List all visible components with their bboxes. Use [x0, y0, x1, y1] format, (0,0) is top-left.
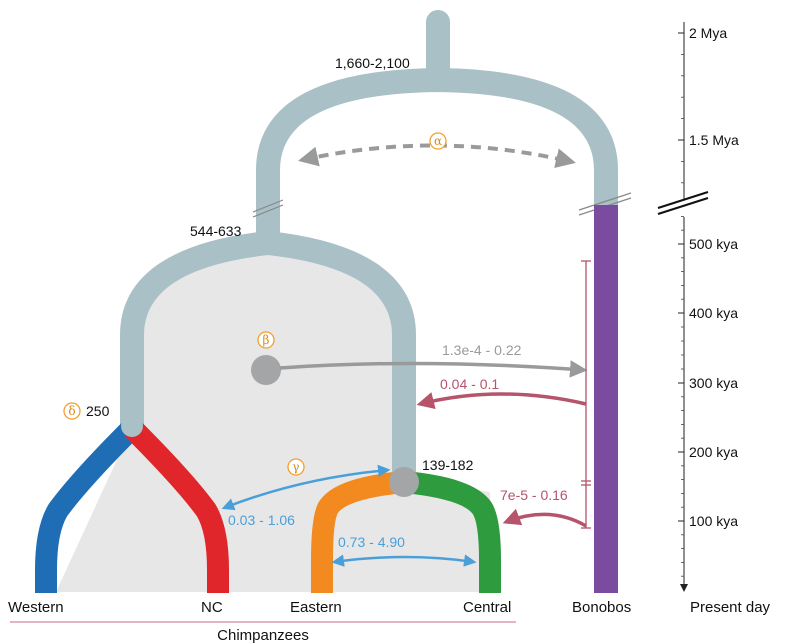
delta-label: δ	[68, 404, 75, 418]
western-branch	[35, 420, 140, 593]
beta-label: β	[263, 333, 270, 347]
beta-rate-label: 1.3e-4 - 0.22	[442, 342, 522, 358]
eastern-split-node	[389, 467, 419, 497]
chimp-split-time-label: 544-633	[190, 223, 242, 239]
present-day-label: Present day	[690, 599, 771, 616]
central-branch	[402, 471, 501, 593]
eastern-central-rate-label: 0.73 - 4.90	[338, 534, 405, 550]
beta-node	[251, 355, 281, 385]
alpha-label: α	[434, 134, 442, 148]
time-axis	[657, 22, 709, 592]
time-axis-tick-label: 1.5 Mya	[689, 132, 739, 148]
root-time-label: 1,660-2,100	[335, 55, 410, 71]
bonobo-to-chimp-rate-label: 0.04 - 0.1	[440, 376, 499, 392]
nc-branch	[124, 420, 229, 593]
central-label: Central	[463, 599, 511, 616]
western-split-time-label: 250	[86, 403, 110, 419]
bonobos-label: Bonobos	[572, 599, 631, 616]
western-label: Western	[8, 599, 64, 616]
eastern-split-time-label: 139-182	[422, 457, 474, 473]
nc-label: NC	[201, 599, 223, 616]
chimp-ancestral-arch	[120, 231, 416, 492]
bonobo-to-central-arrow	[502, 508, 587, 528]
gamma-marker: γ	[287, 458, 305, 476]
alpha-marker: α	[429, 132, 447, 150]
chimpanzees-label: Chimpanzees	[217, 627, 309, 644]
branch-break-marks	[252, 192, 632, 218]
gamma-rate-label: 0.03 - 1.06	[228, 512, 295, 528]
bonobo-to-chimp-arrow	[416, 392, 587, 410]
gamma-migration-arrow	[221, 464, 391, 511]
eastern-label: Eastern	[290, 599, 342, 616]
time-axis-tick-label: 400 kya	[689, 305, 738, 321]
time-axis-tick-label: 2 Mya	[689, 25, 727, 41]
time-axis-tick-label: 100 kya	[689, 513, 738, 529]
time-range-bar	[581, 260, 591, 529]
ancestral-branches	[120, 10, 618, 492]
beta-migration-arrow	[279, 360, 588, 378]
time-axis-tick-label: 500 kya	[689, 236, 738, 252]
delta-marker: δ	[63, 402, 81, 420]
time-axis-tick-label: 200 kya	[689, 444, 738, 460]
bonobo-to-central-rate-label: 7e-5 - 0.16	[500, 487, 568, 503]
beta-marker: β	[257, 331, 275, 349]
ancestral-arch	[256, 68, 618, 250]
eastern-central-migration-arrow	[331, 554, 477, 567]
time-axis-tick-label: 300 kya	[689, 375, 738, 391]
gamma-label: γ	[292, 460, 299, 474]
western-split-node	[121, 415, 143, 437]
bonobo-branch	[594, 205, 618, 593]
